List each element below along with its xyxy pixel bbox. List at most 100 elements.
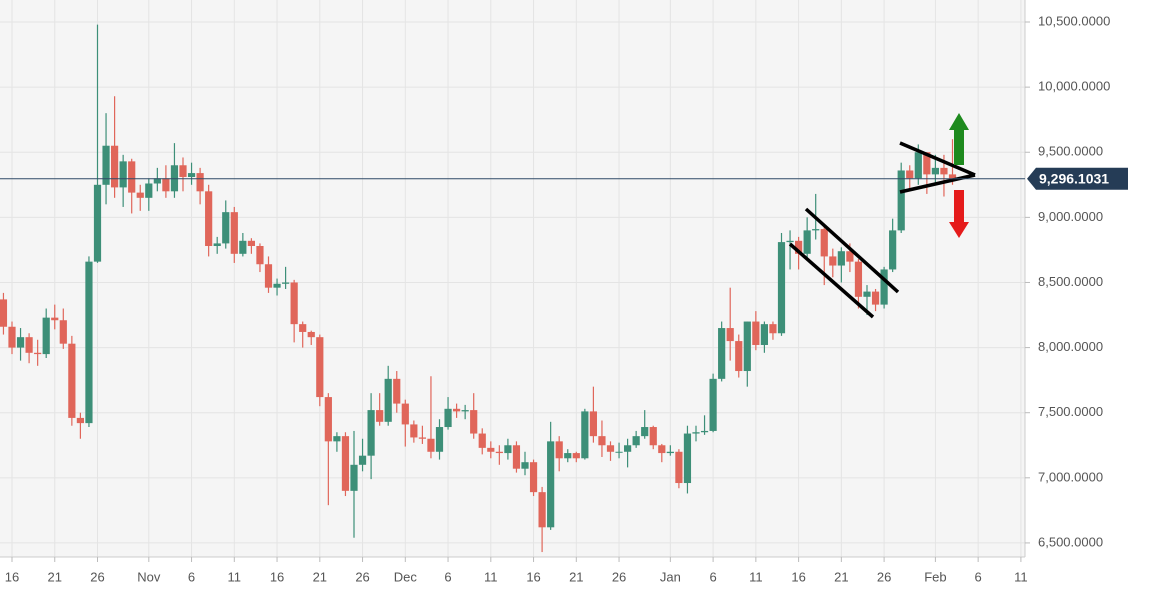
candle-body (247, 240, 255, 247)
candle-body (8, 326, 16, 348)
candle-body (470, 410, 478, 434)
candle-body (880, 269, 888, 305)
candle-body (444, 408, 452, 428)
arrow-up (949, 113, 969, 165)
candle-body (803, 230, 811, 254)
candle-body (282, 282, 290, 284)
candle-body (418, 437, 426, 439)
candle-body (615, 451, 623, 453)
candle-body (393, 378, 401, 404)
trend-line (899, 173, 976, 194)
arrow-down (949, 190, 969, 238)
candle-body (504, 445, 512, 454)
x-tick-label: 16 (5, 569, 19, 584)
candle-body (641, 427, 649, 437)
candle-body (453, 408, 461, 412)
candle-body (752, 321, 760, 345)
candle-body (837, 251, 845, 266)
candle-body (777, 242, 786, 334)
candle-body (93, 184, 102, 262)
candle-body (854, 261, 863, 297)
y-tick-label: 7,000.0000 (1038, 469, 1103, 484)
candle-body (68, 343, 76, 418)
candle-body (307, 331, 315, 338)
candle-body (709, 378, 717, 431)
candle-body (572, 453, 580, 459)
candle-body (649, 427, 657, 446)
candle-body (521, 462, 529, 469)
candle-body (264, 264, 273, 288)
candle-body (34, 352, 42, 355)
candle-body (743, 321, 751, 372)
candle-body (119, 161, 127, 188)
y-tick-label: 7,500.0000 (1038, 404, 1103, 419)
x-tick-label: Jan (660, 569, 681, 584)
candle-body (350, 464, 358, 491)
candle-body (683, 433, 692, 484)
candle-body (401, 403, 409, 425)
candle-body (555, 441, 563, 459)
candle-body (299, 324, 307, 332)
candle-body (324, 397, 332, 442)
candle-body (547, 441, 555, 528)
x-tick-label: Feb (924, 569, 946, 584)
x-tick-label: Dec (394, 569, 418, 584)
candle-body (179, 165, 187, 177)
candle-body (461, 410, 469, 412)
candle-body (128, 161, 136, 193)
candle-body (341, 436, 350, 491)
candle-body (700, 430, 709, 433)
candle-body (931, 167, 939, 175)
last-price-tag (1027, 167, 1128, 190)
candle-body (196, 173, 204, 192)
candle-body (829, 256, 837, 266)
candle-body (290, 282, 298, 325)
x-tick-label: 21 (569, 569, 583, 584)
candle-body (136, 192, 144, 198)
candle-body (487, 447, 495, 452)
x-tick-label: 26 (90, 569, 104, 584)
candle-body (333, 436, 341, 442)
candle-body (718, 328, 726, 379)
candle-body (230, 212, 238, 254)
x-tick-label: 26 (355, 569, 369, 584)
candle-body (222, 212, 230, 244)
candle-body (906, 170, 914, 179)
candle-body (632, 436, 640, 446)
candle-body (187, 173, 196, 177)
x-tick-label: 6 (975, 569, 982, 584)
candle-body (111, 145, 119, 188)
candle-body (316, 337, 324, 398)
annotations (788, 141, 976, 319)
y-tick-label: 9,000.0000 (1038, 209, 1103, 224)
candle-body (376, 410, 384, 422)
x-tick-label: 11 (228, 569, 242, 584)
y-tick-label: 10,000.0000 (1038, 79, 1110, 94)
x-tick-label: 6 (188, 569, 195, 584)
trend-line (899, 141, 976, 177)
candle-body (897, 170, 905, 231)
y-tick-label: 9,500.0000 (1038, 144, 1103, 159)
candle-body (658, 445, 666, 454)
candle-body (863, 291, 871, 297)
x-tick-label: 6 (709, 569, 716, 584)
candle-body (760, 324, 768, 345)
candle-body (358, 455, 367, 465)
candle-body (598, 436, 606, 446)
candle-body (606, 445, 615, 452)
candle-body (410, 424, 418, 438)
candle-body (538, 492, 546, 528)
candle-body (581, 411, 589, 459)
candle-body (589, 411, 597, 437)
x-tick-label: 11 (484, 569, 498, 584)
candle-body (795, 240, 803, 254)
candle-body (16, 337, 25, 348)
candle-body (213, 243, 221, 247)
x-tick-label: 11 (1014, 569, 1028, 584)
x-tick-label: 16 (791, 569, 805, 584)
x-tick-label: 26 (877, 569, 891, 584)
candle-body (726, 328, 734, 342)
plot-area (0, 0, 1025, 557)
